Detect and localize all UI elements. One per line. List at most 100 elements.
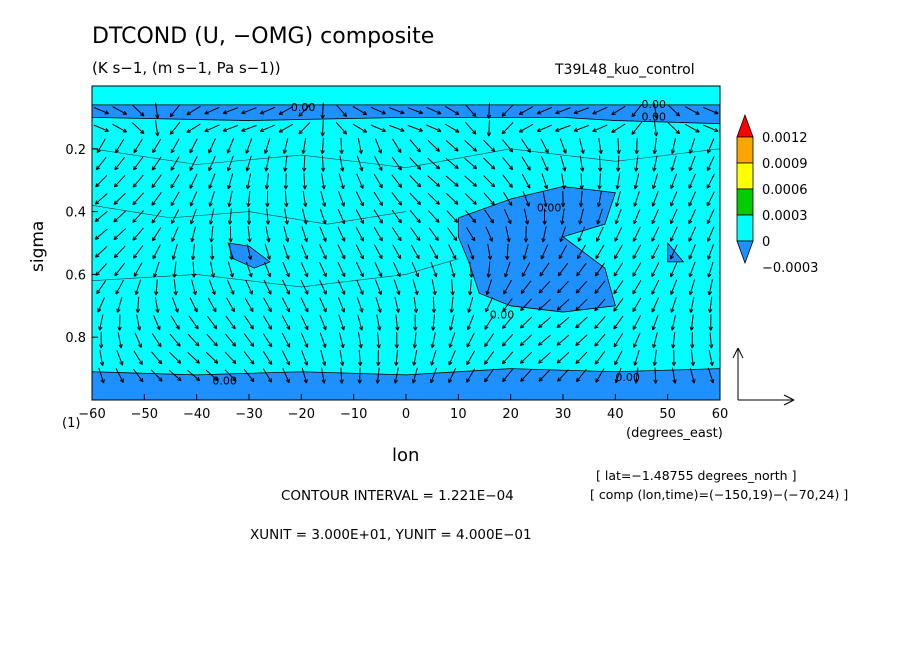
vector-arrow (224, 369, 237, 382)
vector-arrow (226, 138, 235, 154)
vector-arrow (598, 137, 603, 155)
vector-arrow (319, 314, 327, 331)
vector-arrow (616, 155, 621, 172)
vector-arrow (155, 102, 160, 119)
vector-arrow (579, 155, 585, 172)
vector-arrow (113, 174, 126, 188)
contour-label: 0.00 (642, 98, 667, 111)
vector-arrow (300, 279, 309, 295)
vector-arrow (667, 122, 681, 135)
vector-arrow (300, 315, 309, 331)
vector-arrow (301, 226, 308, 243)
vector-arrow (483, 157, 496, 170)
vector-arrow (264, 155, 270, 172)
contour-line (91, 148, 721, 168)
vector-arrow (653, 367, 658, 384)
vector-arrow (113, 245, 126, 259)
vector-arrow (469, 261, 474, 278)
vector-arrow (94, 228, 108, 240)
vector-arrow (653, 120, 659, 137)
vector-arrow (264, 173, 270, 190)
vector-arrow (151, 351, 163, 365)
vector-arrow (114, 262, 125, 277)
vector-arrow (518, 106, 534, 115)
vector-arrow (208, 173, 216, 190)
vector-arrow (189, 297, 198, 313)
vector-arrow (651, 297, 660, 313)
vector-arrow (651, 208, 660, 225)
vector-arrow (337, 244, 346, 260)
vector-arrow (132, 245, 144, 259)
vector-arrow (204, 124, 220, 133)
vector-arrow (412, 279, 419, 296)
vector-arrow (505, 226, 511, 243)
panel-number: (1) (62, 416, 81, 431)
vector-arrow (431, 296, 437, 314)
vector-arrow (132, 122, 145, 135)
vector-arrow (355, 209, 365, 225)
vector-arrow (503, 208, 512, 225)
vector-arrow (389, 124, 405, 132)
vector-arrow (154, 296, 160, 313)
vector-arrow (688, 209, 697, 225)
vector-arrow (282, 279, 290, 295)
vector-arrow (596, 208, 603, 225)
vector-arrow (706, 173, 715, 189)
vector-arrow (503, 279, 512, 295)
vector-arrow (519, 316, 533, 329)
vector-arrow (576, 244, 586, 260)
vector-arrow (226, 155, 234, 172)
x-tick-label: −40 (183, 407, 210, 422)
vector-arrow (427, 157, 441, 170)
vector-arrow (357, 137, 363, 154)
vector-arrow (597, 155, 603, 172)
vector-arrow (615, 173, 621, 190)
vector-arrow (278, 123, 294, 133)
vector-arrow (632, 226, 641, 242)
vector-arrow (538, 298, 551, 311)
vector-arrow (464, 192, 477, 205)
contour-label: 0.00 (212, 374, 237, 387)
y-axis-label: sigma (28, 220, 48, 272)
vector-arrow (412, 349, 418, 366)
vector-arrow (613, 280, 624, 295)
vector-arrow (669, 226, 678, 242)
vector-arrow (634, 137, 639, 155)
vector-arrow (428, 227, 439, 242)
vector-arrow (467, 244, 475, 260)
vector-arrow (338, 173, 345, 190)
vector-arrow (96, 280, 107, 295)
vector-arrow (301, 137, 307, 155)
vector-arrow (133, 262, 143, 277)
vector-arrow (633, 350, 640, 366)
vector-arrow (246, 208, 252, 225)
vector-arrow (207, 297, 217, 313)
vector-arrow (373, 209, 384, 224)
vector-arrow (375, 367, 380, 384)
vector-arrow (245, 261, 253, 278)
vector-arrow (706, 226, 715, 242)
vector-arrow (226, 297, 236, 313)
vector-arrow (227, 173, 234, 190)
vector-arrow (519, 351, 533, 364)
vector-arrow (573, 124, 590, 132)
vector-arrow (556, 334, 570, 346)
vector-arrow (709, 332, 714, 349)
vector-arrow (114, 156, 126, 171)
vector-arrow (670, 279, 678, 295)
vector-arrow (431, 279, 437, 296)
vector-arrow (633, 208, 641, 225)
vector-arrow (283, 155, 288, 172)
vector-arrow (670, 155, 677, 172)
vector-arrow (556, 299, 570, 311)
vector-arrow (228, 226, 233, 243)
vector-arrow (651, 173, 659, 190)
x-tick-label: 10 (450, 407, 467, 422)
vector-arrow (187, 369, 201, 382)
vector-arrow (538, 352, 551, 364)
vector-arrow (172, 261, 177, 278)
vector-arrow (151, 174, 162, 189)
vector-arrow (374, 244, 383, 260)
vector-arrow (338, 332, 345, 349)
vector-arrow (464, 140, 478, 152)
